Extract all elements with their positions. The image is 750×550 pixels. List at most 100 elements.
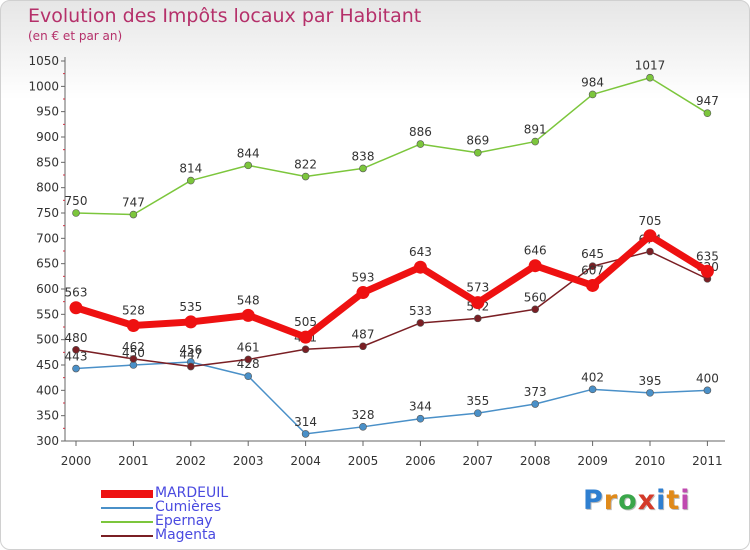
legend-item-magenta: Magenta — [101, 527, 301, 543]
data-label-epernay: 822 — [294, 158, 317, 172]
data-point-cumieres — [703, 386, 712, 395]
data-point-mardeuil — [643, 229, 657, 243]
x-tick-label: 2002 — [176, 454, 207, 468]
data-point-epernay — [646, 73, 654, 82]
x-tick-label: 2004 — [290, 454, 321, 468]
chart-legend: MARDEUIL Cumières Epernay Magenta — [101, 485, 301, 543]
data-label-mardeuil: 643 — [409, 245, 432, 259]
x-tick-label: 2010 — [635, 454, 666, 468]
y-tick-label: 500 — [36, 333, 59, 347]
legend-swatch — [101, 521, 153, 523]
data-label-mardeuil: 548 — [237, 293, 260, 307]
y-tick-label: 700 — [36, 231, 59, 245]
data-label-cumieres: 355 — [466, 394, 489, 408]
data-point-epernay — [72, 209, 80, 217]
data-point-cumieres — [646, 389, 654, 397]
data-label-magenta: 645 — [581, 247, 604, 261]
data-point-epernay — [244, 161, 252, 170]
data-label-epernay: 891 — [524, 123, 547, 137]
x-tick-label: 2000 — [61, 454, 92, 468]
data-point-epernay — [359, 164, 367, 173]
data-label-mardeuil: 635 — [696, 249, 719, 263]
data-label-magenta: 487 — [352, 327, 375, 341]
data-label-cumieres: 443 — [65, 350, 88, 364]
data-point-mardeuil — [126, 318, 140, 332]
y-tick-label: 850 — [36, 155, 59, 169]
data-label-epernay: 984 — [581, 75, 604, 89]
data-label-magenta: 480 — [65, 331, 88, 345]
y-tick-label: 450 — [36, 358, 59, 372]
chart-subtitle: (en € et par an) — [28, 29, 123, 43]
legend-label: Magenta — [155, 527, 217, 543]
data-point-magenta — [244, 355, 252, 364]
x-tick-label: 2008 — [520, 454, 551, 468]
data-point-magenta — [473, 314, 482, 323]
data-point-epernay — [703, 109, 712, 117]
x-tick-label: 2006 — [405, 454, 436, 468]
legend-item-epernay: Epernay — [101, 513, 301, 529]
data-point-cumieres — [359, 423, 367, 431]
data-point-mardeuil — [471, 296, 485, 310]
data-point-magenta — [129, 355, 138, 363]
y-tick-label: 400 — [36, 383, 59, 397]
data-label-mardeuil: 646 — [524, 244, 547, 258]
data-point-mardeuil — [586, 278, 600, 292]
data-point-magenta — [72, 345, 80, 354]
legend-swatch — [101, 535, 153, 537]
data-point-mardeuil — [356, 286, 370, 300]
data-label-epernay: 814 — [179, 162, 202, 176]
data-label-cumieres: 373 — [524, 385, 547, 399]
data-point-mardeuil — [184, 315, 198, 329]
data-label-mardeuil: 535 — [179, 300, 202, 314]
data-label-mardeuil: 505 — [294, 315, 317, 329]
data-point-cumieres — [473, 409, 482, 417]
data-label-magenta: 447 — [179, 348, 202, 362]
data-label-epernay: 844 — [237, 146, 260, 160]
legend-item-cumieres: Cumières — [101, 499, 301, 515]
data-label-cumieres: 328 — [352, 408, 375, 422]
data-point-epernay — [416, 140, 425, 148]
data-label-cumieres: 402 — [581, 370, 604, 384]
data-point-mardeuil — [700, 264, 714, 278]
data-point-magenta — [187, 362, 195, 371]
data-point-magenta — [646, 247, 654, 256]
data-label-mardeuil: 705 — [639, 214, 662, 228]
data-point-cumieres — [72, 364, 80, 373]
chart-title: Evolution des Impôts locaux par Habitant — [28, 5, 422, 27]
y-tick-label: 750 — [36, 206, 59, 220]
y-tick-label: 650 — [36, 257, 59, 271]
data-label-cumieres: 400 — [696, 371, 719, 385]
series-line-cumieres — [75, 361, 708, 435]
data-label-cumieres: 450 — [122, 346, 145, 360]
data-point-epernay — [588, 90, 597, 99]
data-label-epernay: 838 — [352, 149, 375, 163]
x-tick-label: 2009 — [577, 454, 608, 468]
data-point-epernay — [187, 176, 195, 185]
y-tick-label: 550 — [36, 307, 59, 321]
data-label-cumieres: 344 — [409, 400, 432, 414]
proxiti-logo: Proxiti — [583, 485, 691, 516]
data-label-epernay: 947 — [696, 94, 719, 108]
series-line-epernay — [75, 76, 708, 216]
legend-swatch — [101, 490, 153, 498]
y-tick-label: 1000 — [28, 79, 59, 93]
y-tick-label: 950 — [36, 105, 59, 119]
data-point-magenta — [531, 305, 540, 314]
data-label-epernay: 750 — [65, 194, 88, 208]
series-line-mardeuil — [74, 232, 710, 341]
series-line-magenta — [75, 250, 708, 368]
legend-label: MARDEUIL — [155, 485, 229, 501]
data-point-cumieres — [416, 414, 425, 423]
legend-label: Cumières — [155, 499, 222, 515]
data-point-mardeuil — [299, 330, 313, 344]
data-point-mardeuil — [69, 301, 83, 315]
legend-label: Epernay — [155, 513, 213, 529]
legend-item-mardeuil: MARDEUIL — [101, 485, 301, 501]
data-label-mardeuil: 563 — [65, 286, 88, 300]
data-label-mardeuil: 607 — [581, 263, 604, 277]
y-tick-label: 800 — [36, 181, 59, 195]
data-point-magenta — [588, 262, 597, 271]
y-tick-label: 1050 — [28, 54, 59, 68]
